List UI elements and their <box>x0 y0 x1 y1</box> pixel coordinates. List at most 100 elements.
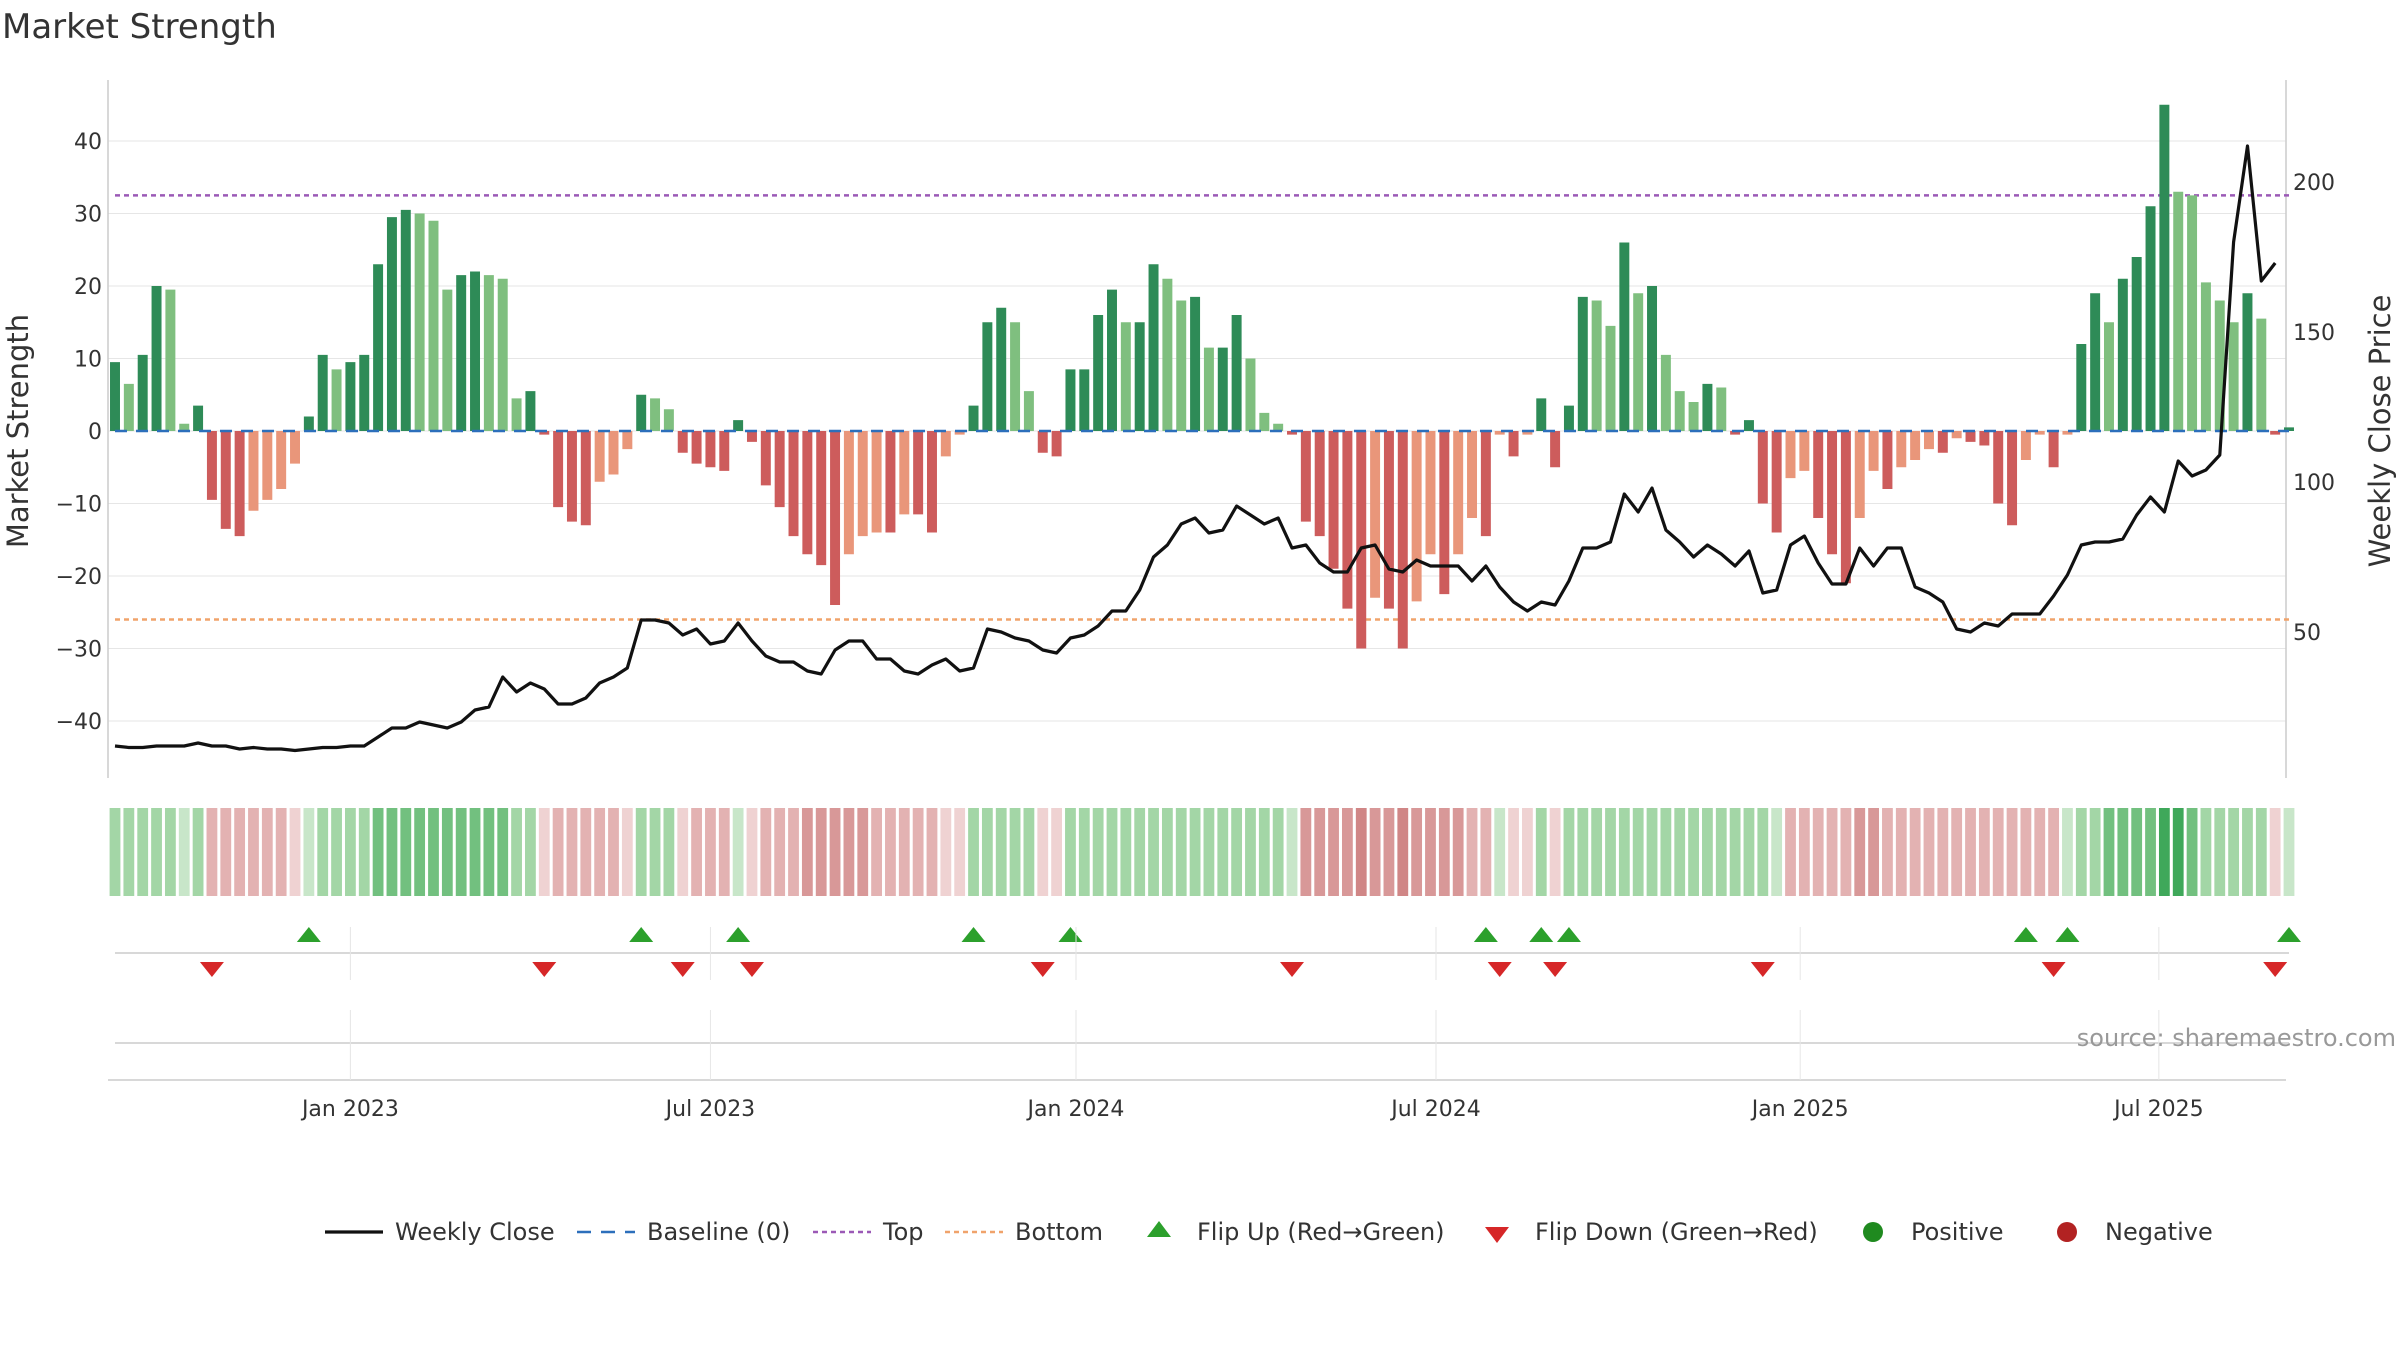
legend-label: Weekly Close <box>395 1218 555 1246</box>
strip-cell <box>1369 808 1381 896</box>
strip-cell <box>2200 808 2212 896</box>
strength-bar <box>2076 344 2087 431</box>
strip-cell <box>594 808 606 896</box>
strength-bar <box>2020 431 2031 460</box>
strength-bar <box>359 354 370 431</box>
strip-cell <box>1341 808 1353 896</box>
strength-bar <box>2159 104 2170 431</box>
legend-item: Flip Up (Red→Green) <box>1147 1218 1445 1246</box>
strength-bar <box>802 431 813 555</box>
strength-bar <box>1120 322 1131 431</box>
strip-cell <box>1037 808 1049 896</box>
strip-cell <box>968 808 979 896</box>
left-tick-label: 20 <box>74 275 102 300</box>
strength-bar <box>442 289 453 431</box>
strength-bar <box>525 391 536 431</box>
strength-bar <box>2214 300 2225 431</box>
strip-cell <box>1688 808 1699 896</box>
strength-bar <box>1176 300 1187 431</box>
strength-bar <box>650 398 661 431</box>
strength-bar <box>2104 322 2114 431</box>
strip-cell <box>2283 808 2295 896</box>
strength-bar <box>1730 431 1741 435</box>
legend-item: Weekly Close <box>325 1218 555 1246</box>
strip-cell <box>1245 808 1256 896</box>
strip-cell <box>995 808 1007 896</box>
strength-bar <box>636 394 647 431</box>
strip-cell <box>1065 808 1076 896</box>
strip-cell <box>441 808 453 896</box>
strength-bar <box>1688 402 1699 431</box>
strength-bar <box>1522 431 1533 435</box>
strip-cell <box>1715 808 1727 896</box>
strip-cell <box>885 808 896 896</box>
left-tick-label: 0 <box>88 420 102 445</box>
strip-cell <box>206 808 218 896</box>
strength-bar <box>1854 431 1865 518</box>
strength-bar <box>1107 289 1117 431</box>
strip-cell <box>1023 808 1035 896</box>
strength-bar <box>2034 431 2045 435</box>
flip-up-marker <box>629 927 654 942</box>
strength-bar <box>1273 423 1284 431</box>
legend-label: Baseline (0) <box>647 1218 790 1246</box>
strength-bar <box>248 431 259 511</box>
strip-cell <box>2020 808 2032 896</box>
left-y-axis-ticks: 40 30 20 10 0 −10 −20 −30 −40 <box>56 130 102 735</box>
flip-down-marker <box>1487 962 1512 977</box>
flip-up-marker <box>2013 927 2038 942</box>
strength-bar <box>1508 431 1519 457</box>
strip-cell <box>1286 808 1298 896</box>
strength-bar <box>1536 398 1547 431</box>
date-tick-label: Jan 2024 <box>1026 1097 1125 1122</box>
strip-cell <box>1951 808 1963 896</box>
strip-cell <box>2117 808 2129 896</box>
strip-cell <box>428 808 439 896</box>
strength-bar <box>1314 431 1325 537</box>
strip-cell <box>1549 808 1561 896</box>
strength-bar <box>2284 427 2294 431</box>
strength-bar <box>1259 412 1270 431</box>
strip-cell <box>760 808 772 896</box>
strip-cell <box>1757 808 1769 896</box>
strength-bar <box>1550 431 1561 468</box>
flip-markers <box>115 927 2301 977</box>
strip-cell <box>1425 808 1436 896</box>
strength-bar <box>193 405 204 431</box>
strength-bar <box>470 271 481 431</box>
legend: Weekly Close Baseline (0) Top Bottom Flip Up… <box>325 1218 2213 1246</box>
strip-cell <box>940 808 952 896</box>
strength-bar <box>1896 431 1907 468</box>
strength-bar <box>1951 431 1962 439</box>
strength-bar <box>746 431 757 442</box>
strength-bar <box>691 431 702 464</box>
strip-cell <box>2075 808 2087 896</box>
strip-cell <box>2089 808 2101 896</box>
strength-bar <box>1979 431 1990 446</box>
strength-bar <box>2145 206 2156 431</box>
strip-cell <box>552 808 564 896</box>
strength-bar <box>622 431 633 450</box>
strip-cell <box>1909 808 1921 896</box>
strength-bar <box>968 405 979 431</box>
strength-bar <box>511 398 522 431</box>
strip-cell <box>455 808 467 896</box>
strength-bar <box>1591 300 1602 431</box>
strip-cell <box>1937 808 1949 896</box>
legend-item: Flip Down (Green→Red) <box>1485 1218 1818 1246</box>
flip-up-marker <box>1473 927 1498 942</box>
right-y-axis-ticks: 200 150 100 50 <box>2293 171 2335 646</box>
legend-item: Baseline (0) <box>577 1218 790 1246</box>
strength-bar <box>1702 383 1713 431</box>
strength-bar <box>1328 431 1339 569</box>
strip-cell <box>2103 808 2115 896</box>
date-tick-label: Jan 2025 <box>1750 1097 1849 1122</box>
strength-bar <box>386 217 397 431</box>
strength-bar <box>1439 431 1450 595</box>
strip-cell <box>608 808 619 896</box>
strength-bar <box>373 264 384 431</box>
strip-cell <box>1743 808 1755 896</box>
strength-bar <box>414 213 425 431</box>
strength-bar <box>317 354 328 431</box>
